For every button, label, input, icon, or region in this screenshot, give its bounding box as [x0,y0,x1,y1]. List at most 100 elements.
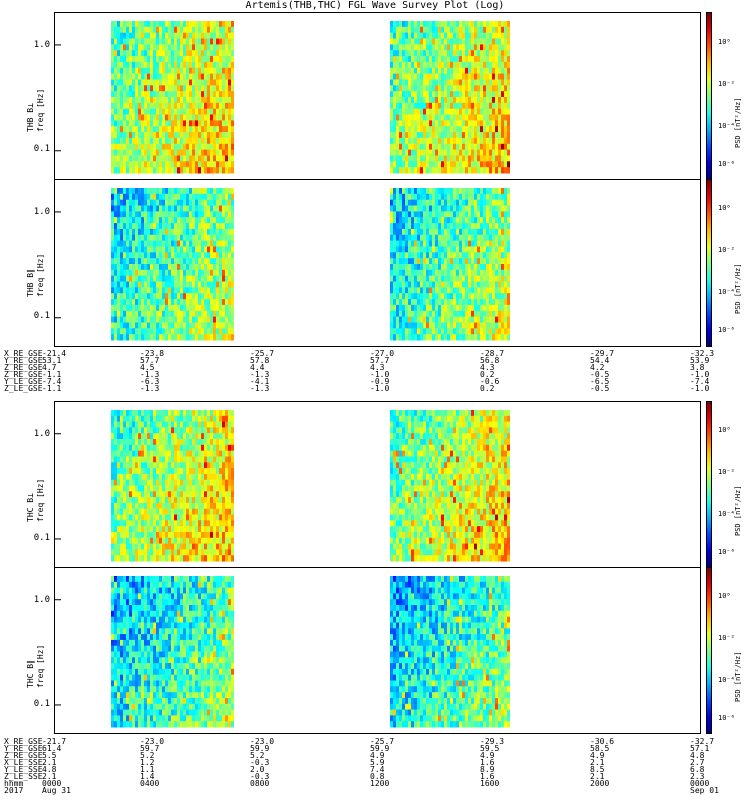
spectrogram-cell [174,199,177,206]
spectrogram-cell [456,293,459,300]
spectrogram-cell [180,85,183,92]
spectrogram-cell [144,38,147,45]
spectrogram-cell [489,322,492,329]
spectrogram-cell [192,427,195,434]
spectrogram-cell [189,188,192,195]
spectrogram-cell [156,38,159,45]
spectrogram-cell [228,328,231,335]
spectrogram-cell [174,410,177,417]
spectrogram-cell [495,264,498,271]
spectrogram-cell [231,102,234,110]
spectrogram-cell [492,258,495,265]
spectrogram-cell [462,108,465,115]
spectrogram-cell [465,223,468,230]
spectrogram-cell [141,44,144,51]
spectrogram-cell [486,91,489,98]
spectrogram-cell [399,223,402,230]
spectrogram-cell [489,281,492,288]
spectrogram-cell [486,217,489,224]
spectrogram-cell [474,228,477,236]
spectrogram-cell [156,421,159,428]
spectrogram-cell [444,44,447,51]
spectrogram-cell [141,439,144,446]
spectrogram-cell [444,269,447,277]
spectrogram-cell [201,334,204,341]
spectrogram-cell [420,228,423,236]
spectrogram-cell [495,293,498,300]
spectrogram-cell [213,61,216,69]
spectrogram-cell [447,310,450,318]
spectrogram-cell [393,132,396,139]
spectrogram-cell [189,514,192,521]
spectrogram-cell [219,85,222,92]
spectrogram-cell [195,240,198,247]
spectrogram-cell [123,193,126,201]
spectrogram-cell [141,269,144,277]
spectrogram-cell [438,44,441,51]
spectrogram-cell [195,287,198,294]
spectrogram-cell [390,234,393,242]
spectrogram-cell [147,322,150,329]
spectrogram-cell [129,61,132,69]
spectrogram-cell [420,38,423,45]
spectrogram-cell [162,97,165,104]
spectrogram-cell [183,21,186,28]
spectrogram-cell [486,299,489,306]
spectrogram-cell [162,26,165,34]
spectrogram-cell [408,258,411,265]
spectrogram-cell [228,32,231,39]
spectrogram-cell [141,520,144,527]
spectrogram-cell [408,167,411,174]
spectrogram-cell [174,485,177,492]
spectrogram-cell [144,193,147,201]
spectrogram-cell [180,281,183,288]
spectrogram-cell [390,246,393,253]
spectrogram-cell [483,85,486,92]
spectrogram-cell [441,193,444,201]
spectrogram-cell [498,316,501,323]
spectrogram-cell [120,167,123,174]
spectrogram-cell [174,491,177,498]
spectrogram-cell [159,143,162,151]
spectrogram-cell [120,240,123,247]
spectrogram-cell [210,275,213,282]
spectrogram-cell [168,281,171,288]
spectrogram-cell [126,514,129,521]
spectrogram-cell [453,287,456,294]
spectrogram-cell [153,508,156,515]
spectrogram-cell [465,269,468,277]
spectrogram-cell [156,252,159,259]
spectrogram-cell [147,502,150,510]
spectrogram-cell [159,427,162,434]
spectrogram-cell [201,217,204,224]
spectrogram-cell [504,126,507,133]
spectrogram-cell [402,258,405,265]
spectrogram-cell [423,199,426,206]
spectrogram-cell [456,108,459,115]
spectrogram-cell [462,73,465,80]
spectrogram-cell [486,287,489,294]
spectrogram-cell [162,205,165,212]
spectrogram-cell [177,485,180,492]
spectrogram-cell [219,299,222,306]
spectrogram-cell [486,114,489,121]
spectrogram-cell [420,108,423,115]
spectrogram-cell [180,491,183,498]
spectrogram-cell [150,275,153,282]
spectrogram-cell [198,497,201,504]
spectrogram-cell [459,67,462,75]
spectrogram-cell [474,188,477,195]
spectrogram-cell [168,21,171,28]
spectrogram-cell [141,479,144,486]
spectrogram-cell [156,246,159,253]
spectrogram-cell [177,102,180,110]
spectrogram-cell [144,211,147,218]
spectrogram-cell [222,155,225,162]
spectrogram-cell [474,32,477,39]
spectrogram-cell [426,155,429,162]
spectrogram-cell [465,258,468,265]
spectrogram-cell [165,520,168,527]
spectrogram-cell [126,497,129,504]
spectrogram-cell [120,199,123,206]
spectrogram-cell [414,188,417,195]
